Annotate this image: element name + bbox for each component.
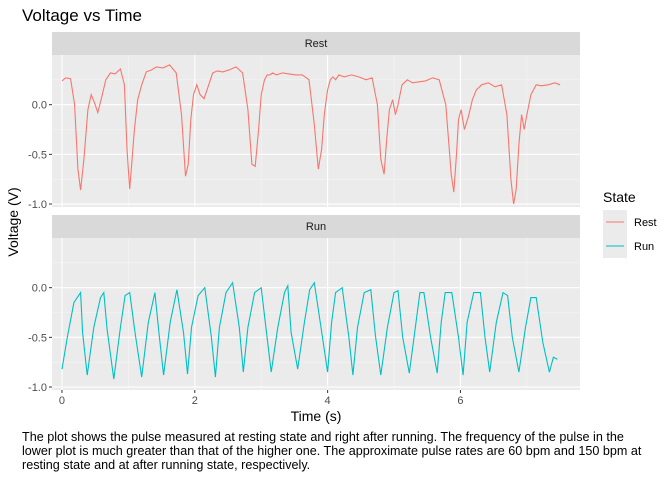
y-tick-label: -0.5 <box>28 149 47 161</box>
y-tick-label: 0.0 <box>32 283 47 295</box>
chart-title: Voltage vs Time <box>22 6 142 25</box>
strip-label-run: Run <box>306 221 326 233</box>
strip-run <box>52 215 580 238</box>
series-line-run <box>61 281 558 380</box>
panel-run <box>52 238 580 390</box>
y-tick-label: 0.0 <box>32 100 47 112</box>
y-tick-label: -0.5 <box>28 332 47 344</box>
y-axis-run: 0.0 -0.5 -1.0 <box>28 283 52 394</box>
series-line-rest <box>61 64 561 205</box>
panel-rest <box>52 55 580 207</box>
legend-label-rest: Rest <box>634 217 657 229</box>
facet-rest: Rest <box>52 32 580 207</box>
strip-label-rest: Rest <box>305 38 328 50</box>
y-tick-label: -1.0 <box>28 382 47 394</box>
y-axis-rest: 0.0 -0.5 -1.0 <box>28 100 52 211</box>
y-axis-title: Voltage (V) <box>5 187 21 256</box>
chart: Voltage vs Time Rest Run 0.0 -0.5 -1.0 0.0… <box>5 6 657 424</box>
strip-rest <box>52 32 580 55</box>
x-tick-label: 0 <box>59 395 65 407</box>
legend-label-run: Run <box>634 241 654 253</box>
grid-rest <box>52 55 580 207</box>
x-tick-label: 2 <box>192 395 198 407</box>
x-axis: 0 2 4 6 <box>59 390 464 407</box>
legend: State Rest Run <box>603 189 657 258</box>
figure-caption: The plot shows the pulse measured at res… <box>22 430 642 473</box>
x-tick-label: 6 <box>457 395 463 407</box>
y-tick-label: -1.0 <box>28 199 47 211</box>
facet-run: Run <box>52 215 580 390</box>
x-tick-label: 4 <box>325 395 331 407</box>
x-axis-title: Time (s) <box>291 408 342 424</box>
legend-title: State <box>603 189 636 205</box>
